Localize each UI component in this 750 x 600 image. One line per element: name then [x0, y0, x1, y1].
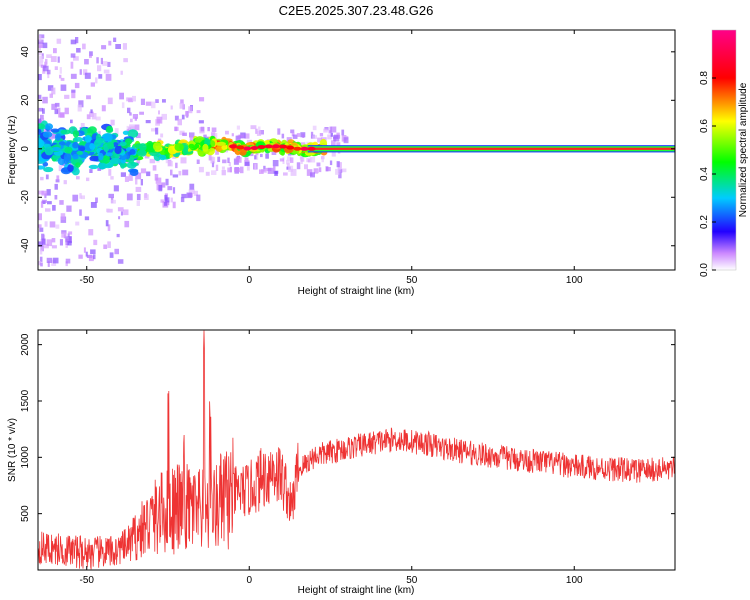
spectrogram-chart: -50 0 50 100 -40 -20 0 20 40 Height of straight … [7, 29, 676, 297]
spectrogram-x-tick-label: 50 [406, 275, 418, 286]
spectrogram-stable-band [229, 144, 675, 153]
colorbar-label: Normalized spectral amplitude [738, 82, 749, 217]
snr-x-tick-label: 100 [566, 575, 583, 586]
snr-x-axis-label: Height of straight line (km) [298, 585, 415, 596]
spectrogram-y-tick-label: -40 [20, 238, 31, 253]
spectrogram-x-tick-label: 100 [566, 275, 583, 286]
snr-y-axis-label: SNR (10 * v/v) [7, 418, 18, 482]
spectrogram-frame [37, 29, 676, 271]
snr-series-line [38, 330, 675, 570]
snr-x-tick-label: 50 [406, 575, 418, 586]
spectrogram-y-axis-label: Frequency (Hz) [7, 116, 18, 185]
spectrogram-x-tick-label: 0 [246, 275, 252, 286]
figure-title: C2E5.2025.307.23.48.G26 [279, 3, 434, 18]
snr-frame [37, 329, 676, 571]
colorbar-tick-label: 0.4 [699, 167, 710, 181]
snr-chart: -50 0 50 100 500 1000 1500 2000 Height of strai… [7, 329, 676, 596]
snr-y-tick-label: 1000 [20, 446, 31, 469]
snr-x-tick-label: -50 [80, 575, 95, 586]
colorbar-tick-label: 0.0 [699, 263, 710, 277]
spectrogram-y-tick-label: 40 [20, 46, 31, 58]
colorbar-tick-label: 0.6 [699, 119, 710, 133]
spectrogram-y-tick-label: 20 [20, 94, 31, 106]
spectrogram-y-tick-label: 0 [20, 146, 31, 152]
colorbar: 0.0 0.2 0.4 0.6 0.8 Normalized spectral ampl… [699, 29, 749, 277]
snr-y-tick-label: 2000 [20, 333, 31, 356]
colorbar-tick-label: 0.8 [699, 71, 710, 85]
snr-x-tick-label: 0 [246, 575, 252, 586]
spectrogram-x-tick-label: -50 [80, 275, 95, 286]
snr-y-tick-label: 500 [20, 505, 31, 522]
spectrogram-noise [38, 34, 349, 267]
colorbar-gradient [712, 30, 736, 270]
spectrogram-x-axis-label: Height of straight line (km) [298, 286, 415, 297]
snr-y-tick-label: 1500 [20, 389, 31, 412]
colorbar-tick-label: 0.2 [699, 215, 710, 229]
spectrogram-y-tick-label: -20 [20, 190, 31, 205]
